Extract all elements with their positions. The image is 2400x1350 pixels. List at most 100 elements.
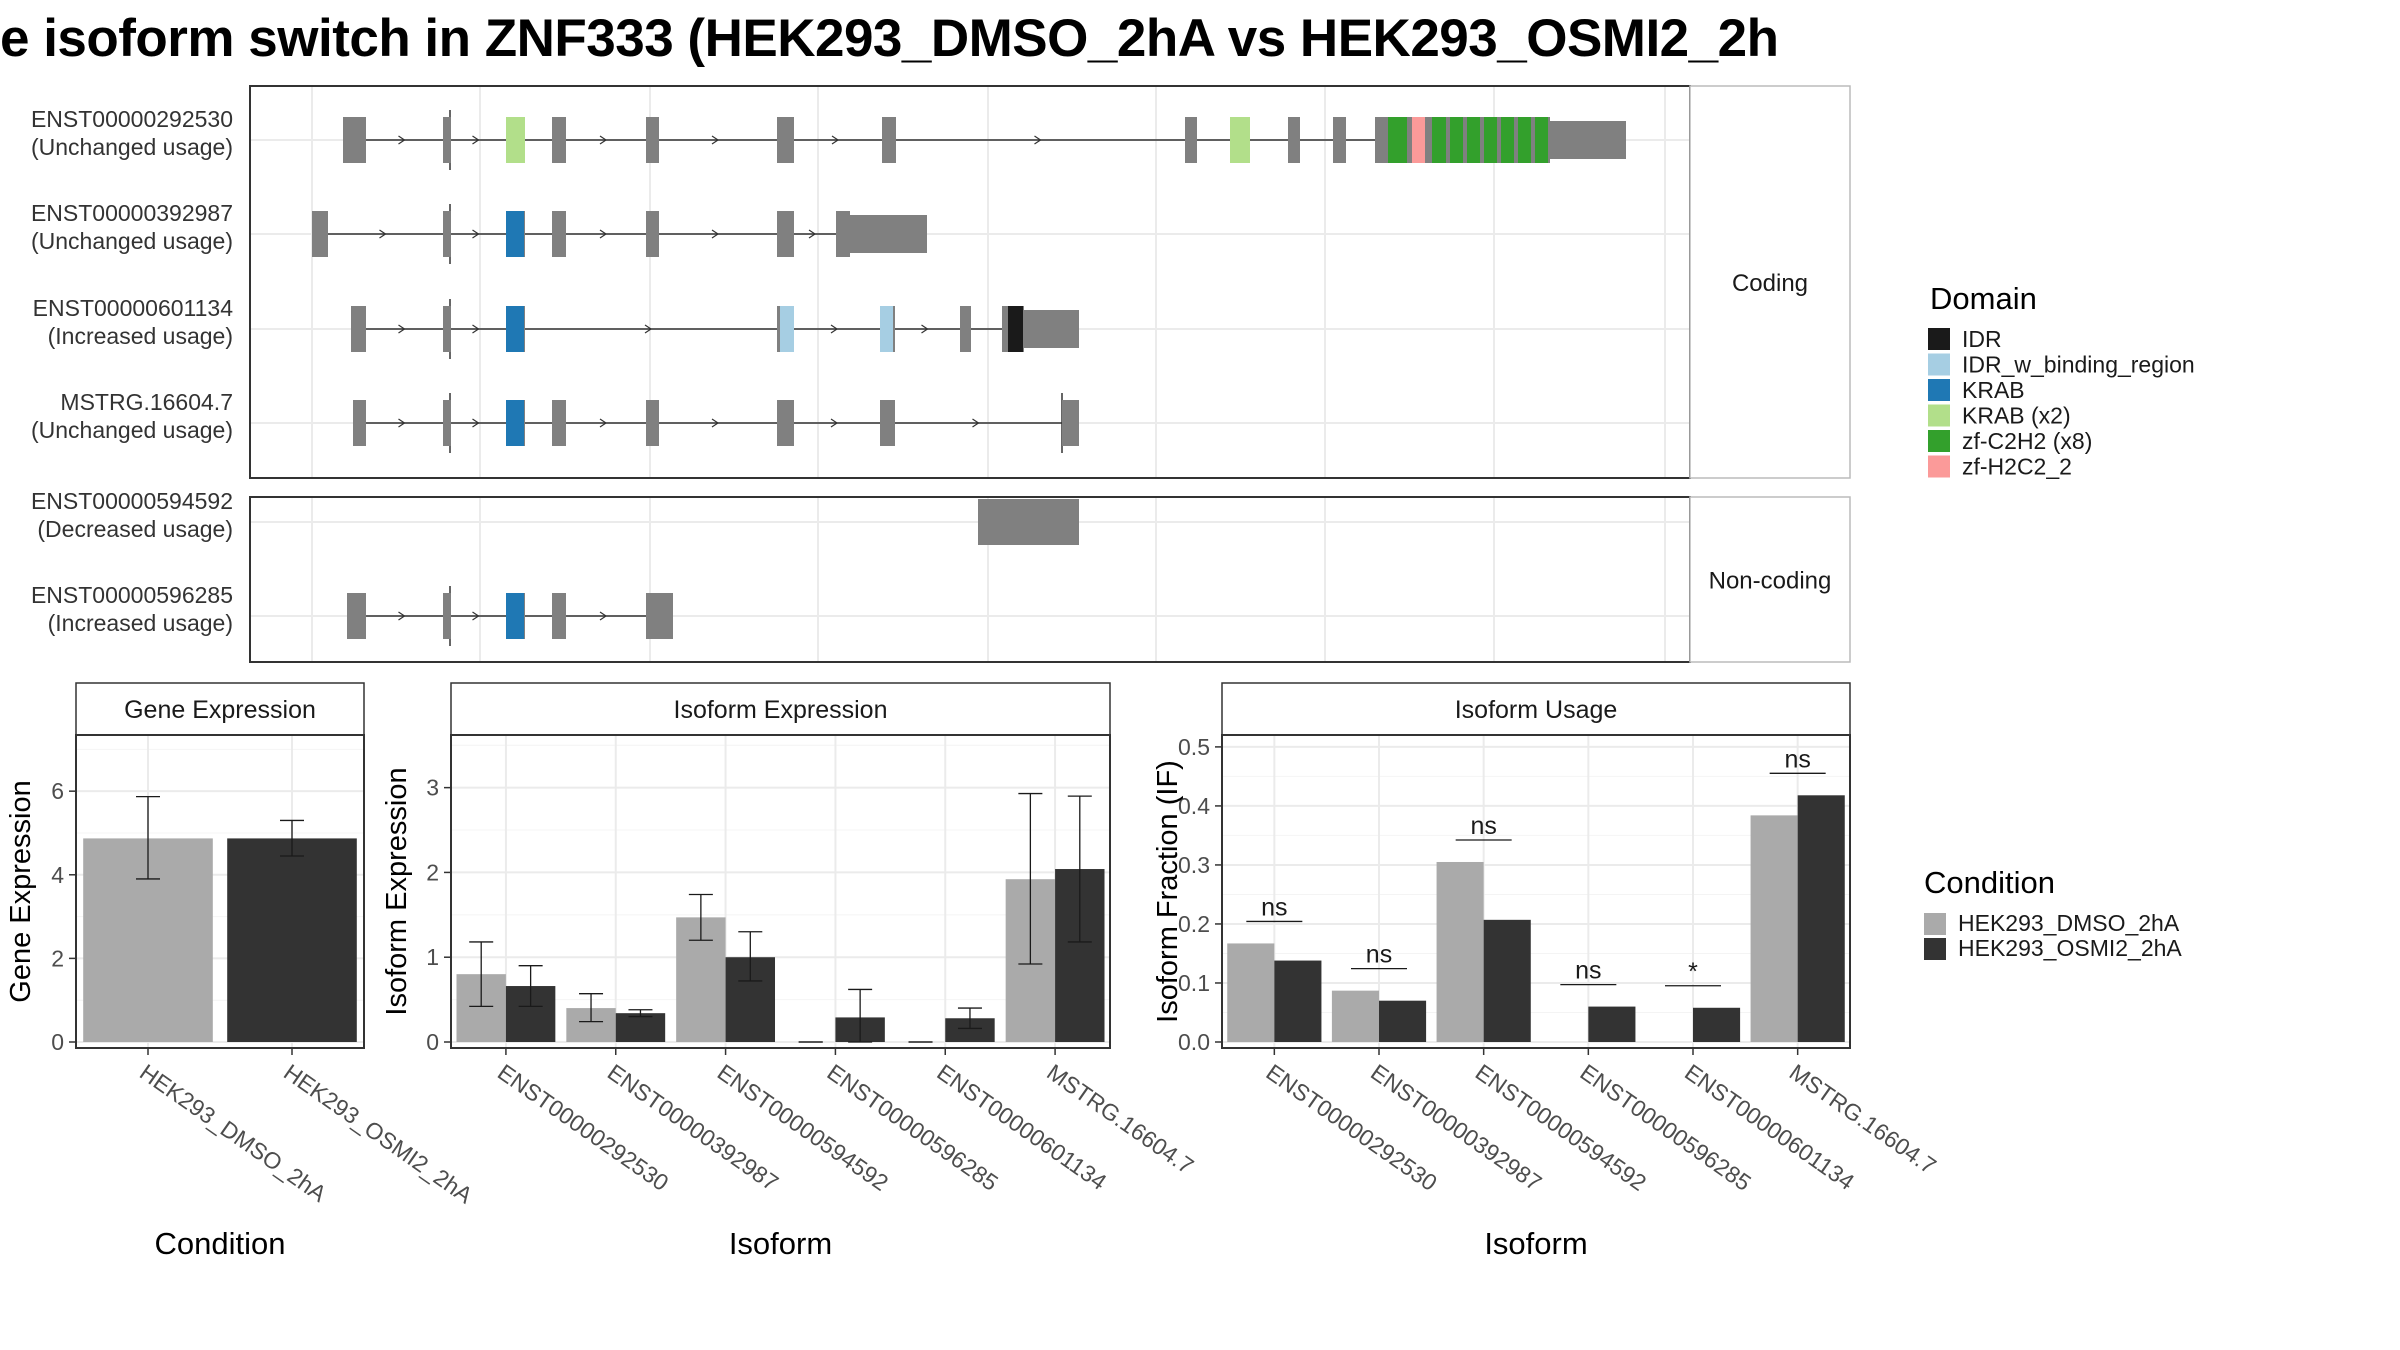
x-axis-title: Condition: [155, 1226, 286, 1261]
exon-block: [882, 117, 896, 163]
significance-label: ns: [1366, 941, 1392, 969]
exon-block: [351, 306, 366, 352]
y-tick-label: 0.0: [1178, 1029, 1210, 1055]
plot-panel-border: [75, 734, 365, 1049]
plot-panel-border: [450, 734, 1111, 1049]
x-tick-label: ENST00000594592: [1471, 1059, 1651, 1196]
strand-arrow: [472, 229, 480, 239]
exon-block: [646, 593, 673, 639]
y-tick-label: 0.4: [1178, 793, 1210, 819]
domain-block: [1412, 117, 1425, 163]
isoform-usage-label: (Decreased usage): [37, 516, 233, 542]
domain-legend-title: Domain: [1930, 281, 2037, 316]
y-tick-label: 0.3: [1178, 852, 1210, 878]
isoform-id-label: MSTRG.16604.7: [60, 389, 233, 415]
strand-arrow: [830, 324, 839, 334]
condition-legend-title: Condition: [1924, 865, 2055, 900]
facet-strip: [75, 682, 365, 736]
strand-arrow: [398, 611, 406, 621]
exon-block: [880, 400, 895, 446]
exon-block: [443, 593, 451, 639]
strand-arrow: [472, 135, 480, 145]
y-tick-label: 0.2: [1178, 911, 1210, 937]
facet-strip: [1689, 85, 1851, 479]
domain-block: [1230, 117, 1250, 163]
domain-block: [1432, 117, 1548, 163]
domain-legend-swatch: [1928, 353, 1950, 376]
condition-legend-label: HEK293_DMSO_2hA: [1958, 910, 2180, 936]
bar: [1436, 861, 1484, 1042]
structure-panel-bg: [250, 497, 1690, 662]
x-tick-label: ENST00000601134: [1680, 1059, 1859, 1195]
chart-title: Gene Expression: [124, 696, 316, 724]
strand-arrow: [1034, 135, 1042, 145]
exon-block: [1185, 117, 1197, 163]
strand-arrow: [379, 229, 387, 239]
bar: [1331, 990, 1379, 1042]
y-tick-label: 0.5: [1178, 734, 1210, 760]
condition-legend-swatch: [1924, 938, 1946, 960]
strand-arrow: [472, 611, 480, 621]
exon-block: [353, 400, 366, 446]
bar: [945, 1018, 995, 1042]
bar: [615, 1013, 666, 1042]
strand-arrow: [398, 135, 406, 145]
y-tick-label: 0.1: [1178, 970, 1210, 996]
significance-label: ns: [1575, 957, 1601, 985]
strand-arrow: [711, 135, 720, 145]
strand-arrow: [972, 418, 980, 428]
utr-block: [1550, 121, 1626, 159]
exon-block: [646, 117, 659, 163]
domain-block: [506, 117, 525, 163]
strand-arrow: [398, 418, 406, 428]
significance-label: *: [1688, 958, 1698, 986]
domain-block: [506, 211, 524, 257]
figure-title: e isoform switch in ZNF333 (HEK293_DMSO_…: [0, 9, 1779, 68]
exon-block: [552, 593, 566, 639]
exon-block: [443, 306, 451, 352]
domain-legend-swatch: [1928, 430, 1950, 452]
strand-arrow: [472, 418, 480, 428]
condition-legend-swatch: [1924, 913, 1946, 935]
exon-block: [777, 400, 794, 446]
exon-block: [343, 117, 366, 163]
domain-legend-swatch: [1928, 455, 1950, 478]
facet-strip-label: Coding: [1732, 270, 1808, 297]
domain-legend-label: zf-H2C2_2: [1962, 454, 2072, 480]
x-tick-label: ENST00000392987: [1366, 1059, 1546, 1196]
facet-strip-label: Non-coding: [1709, 568, 1832, 595]
plot-panel-border: [1221, 734, 1851, 1049]
utr-block: [850, 215, 927, 253]
exon-block: [1333, 117, 1346, 163]
strand-arrow: [599, 135, 608, 145]
exon-block: [1062, 400, 1079, 446]
domain-legend-label: KRAB (x2): [1962, 403, 2071, 429]
exon-block: [978, 499, 1079, 545]
strand-arrow: [599, 611, 608, 621]
domain-block: [880, 306, 893, 352]
domain-legend-swatch: [1928, 379, 1950, 401]
domain-block: [1008, 306, 1023, 352]
y-tick-label: 6: [51, 778, 64, 804]
domain-block: [506, 306, 524, 352]
bar: [1483, 919, 1531, 1042]
domain-block: [1388, 117, 1407, 163]
strand-arrow: [711, 418, 720, 428]
exon-block: [552, 117, 566, 163]
bar: [1379, 1000, 1427, 1042]
x-tick-label: ENST00000596285: [1575, 1059, 1755, 1196]
domain-legend-label: KRAB: [1962, 377, 2025, 403]
domain-legend-swatch: [1928, 328, 1950, 350]
exon-block: [443, 211, 451, 257]
strand-arrow: [711, 229, 720, 239]
exon-block: [552, 400, 566, 446]
isoform-usage-label: (Unchanged usage): [31, 228, 233, 254]
bar: [1227, 943, 1275, 1042]
plot-panel-bg: [1222, 735, 1850, 1048]
bar: [1750, 815, 1798, 1042]
chart-title: Isoform Expression: [674, 696, 888, 724]
domain-block: [780, 306, 794, 352]
y-tick-label: 0: [426, 1029, 439, 1055]
domain-legend-label: IDR: [1962, 326, 2002, 352]
exon-block: [646, 400, 659, 446]
